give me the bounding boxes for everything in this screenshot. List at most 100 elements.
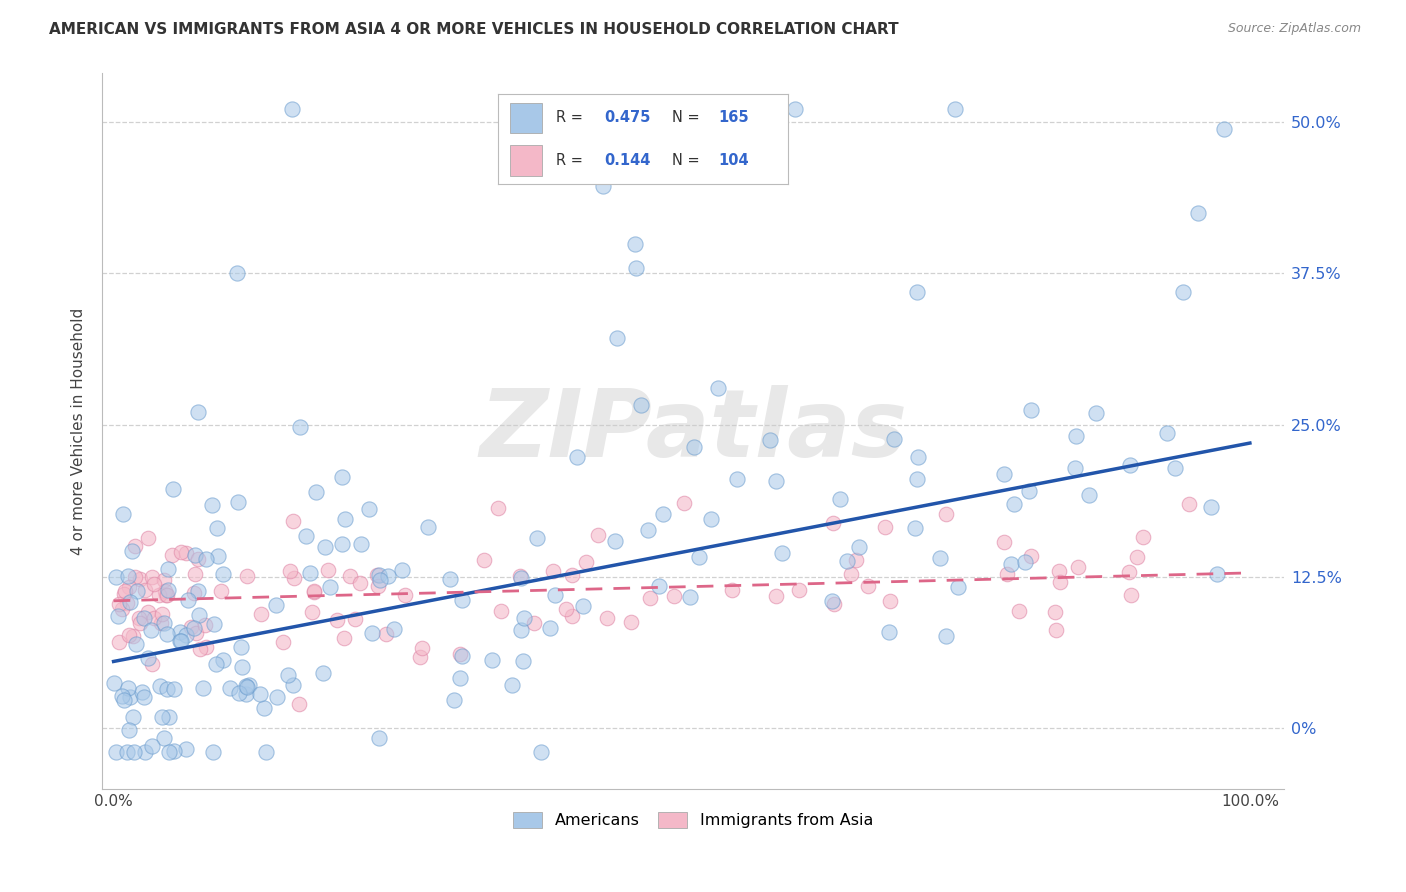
- Point: [156, 582, 179, 597]
- Point: [529, 746, 551, 760]
- Point: [662, 589, 685, 603]
- Point: [183, 586, 205, 600]
- Point: [787, 582, 810, 597]
- Point: [205, 657, 228, 671]
- Point: [486, 500, 509, 515]
- Point: [368, 568, 391, 582]
- Point: [586, 527, 609, 541]
- Point: [823, 597, 845, 611]
- Point: [249, 687, 271, 701]
- Point: [157, 709, 180, 723]
- Point: [118, 723, 141, 738]
- Point: [1118, 566, 1140, 580]
- Point: [783, 103, 806, 117]
- Point: [350, 537, 373, 551]
- Point: [152, 615, 174, 630]
- Point: [156, 562, 179, 576]
- Point: [141, 570, 163, 584]
- Point: [883, 432, 905, 446]
- Point: [377, 569, 399, 583]
- Point: [512, 654, 534, 668]
- Point: [330, 470, 353, 484]
- Point: [104, 746, 127, 760]
- Point: [1000, 558, 1022, 572]
- Point: [1019, 403, 1042, 417]
- Point: [128, 615, 150, 630]
- Point: [501, 678, 523, 692]
- Point: [304, 584, 326, 599]
- Point: [238, 678, 260, 692]
- Point: [253, 701, 276, 715]
- Point: [512, 611, 534, 625]
- Point: [523, 615, 546, 630]
- Point: [156, 626, 179, 640]
- Point: [877, 625, 900, 640]
- Point: [408, 649, 430, 664]
- Point: [141, 657, 163, 671]
- Y-axis label: 4 or more Vehicles in Household: 4 or more Vehicles in Household: [72, 308, 86, 555]
- Point: [124, 539, 146, 553]
- Point: [138, 531, 160, 545]
- Point: [772, 546, 794, 560]
- Point: [411, 640, 433, 655]
- Point: [725, 472, 748, 486]
- Point: [174, 628, 197, 642]
- Point: [219, 681, 242, 695]
- Point: [993, 467, 1015, 482]
- Point: [129, 573, 152, 587]
- Point: [107, 608, 129, 623]
- Point: [226, 495, 249, 509]
- Point: [211, 583, 233, 598]
- Point: [170, 633, 193, 648]
- Point: [118, 628, 141, 642]
- Point: [122, 746, 145, 760]
- Point: [626, 261, 648, 276]
- Point: [314, 540, 336, 554]
- Point: [672, 496, 695, 510]
- Point: [110, 689, 132, 703]
- Point: [1002, 497, 1025, 511]
- Point: [394, 589, 416, 603]
- Point: [184, 626, 207, 640]
- Point: [150, 607, 173, 621]
- Point: [679, 590, 702, 604]
- Point: [418, 520, 440, 534]
- Point: [136, 650, 159, 665]
- Point: [904, 521, 927, 535]
- Point: [115, 746, 138, 760]
- Point: [943, 103, 966, 117]
- Point: [149, 616, 172, 631]
- Point: [683, 440, 706, 454]
- Point: [153, 573, 176, 587]
- Point: [169, 624, 191, 639]
- Point: [526, 531, 548, 545]
- Point: [472, 553, 495, 567]
- Point: [560, 609, 582, 624]
- Point: [288, 697, 311, 711]
- Point: [339, 568, 361, 582]
- Text: Source: ZipAtlas.com: Source: ZipAtlas.com: [1227, 22, 1361, 36]
- Point: [152, 710, 174, 724]
- Point: [1045, 623, 1067, 637]
- Point: [765, 589, 787, 603]
- Point: [592, 179, 614, 194]
- Point: [266, 690, 288, 705]
- Point: [250, 607, 273, 622]
- Point: [349, 576, 371, 591]
- Point: [124, 570, 146, 584]
- Point: [202, 746, 225, 760]
- Point: [111, 602, 134, 616]
- Point: [1205, 567, 1227, 582]
- Point: [721, 582, 744, 597]
- Point: [155, 588, 177, 602]
- Point: [821, 516, 844, 530]
- Point: [277, 667, 299, 681]
- Point: [108, 598, 131, 612]
- Point: [368, 573, 391, 587]
- Point: [624, 237, 647, 252]
- Point: [481, 653, 503, 667]
- Point: [142, 611, 165, 625]
- Point: [509, 569, 531, 583]
- Point: [839, 567, 862, 582]
- Point: [235, 679, 257, 693]
